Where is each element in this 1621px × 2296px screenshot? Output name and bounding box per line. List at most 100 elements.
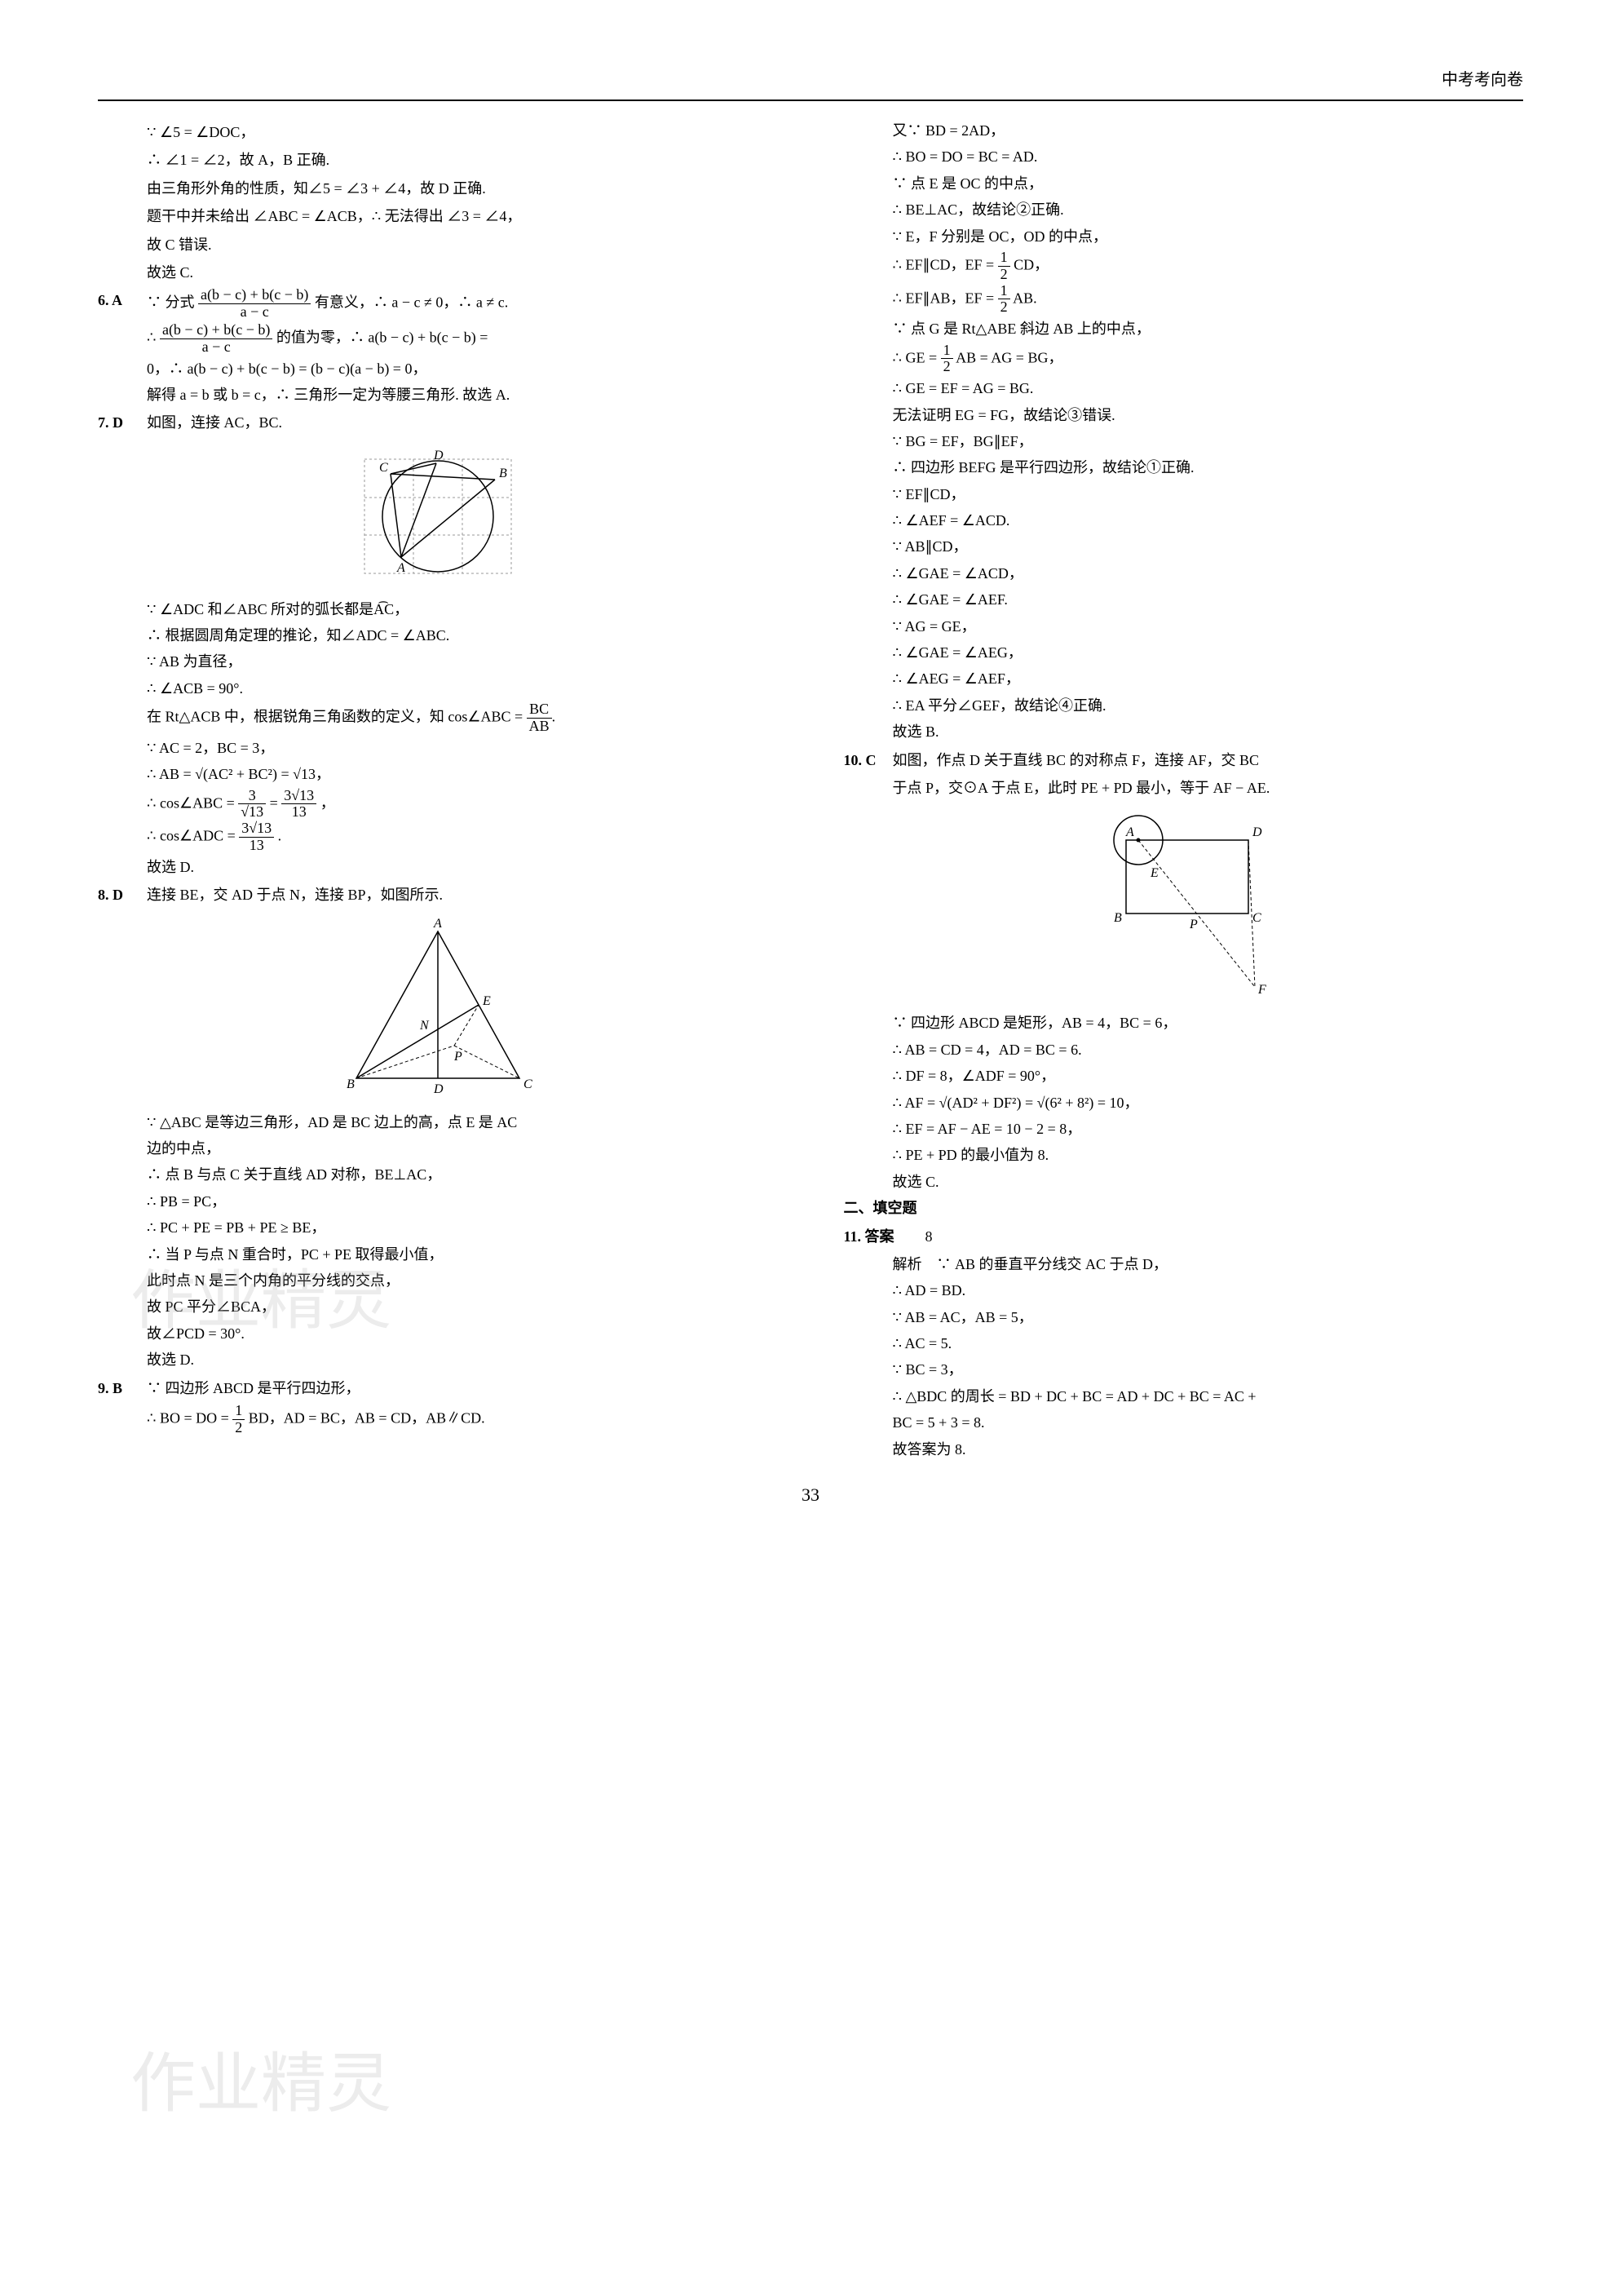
text: 在 Rt△ACB 中，根据锐角三角函数的定义，知 cos∠ABC = xyxy=(147,709,523,725)
text-line: ∴ EA 平分∠GEF，故结论④正确. xyxy=(893,692,1524,719)
text-line: 故选 D. xyxy=(147,1347,778,1373)
section-2-title: 二、填空题 xyxy=(844,1195,1524,1221)
text-line: ∴ BE⊥AC，故结论②正确. xyxy=(893,197,1524,223)
svg-text:A: A xyxy=(396,561,405,575)
text-line: ∴ 点 B 与点 C 关于直线 AD 对称，BE⊥AC， xyxy=(147,1161,778,1188)
text-line: 故选 D. xyxy=(147,854,778,880)
frac-num: 3√13 xyxy=(239,821,274,838)
text-line: ∴ AD = BD. xyxy=(893,1277,1524,1303)
page-header: 中考考向卷 xyxy=(98,65,1523,101)
text-line: 边的中点， xyxy=(147,1135,778,1161)
watermark: 作业精灵 xyxy=(130,2026,391,2143)
q9-number: 9. B xyxy=(98,1375,147,1401)
q7-number: 7. D xyxy=(98,409,147,436)
svg-text:N: N xyxy=(419,1019,430,1033)
text-line: ∴ AB = √(AC² + BC²) = √13， xyxy=(147,761,778,787)
text: ∴ cos∠ADC = xyxy=(147,828,236,844)
text-line: ∵ AB 为直径， xyxy=(147,648,778,675)
text-line: 又∵ BD = 2AD， xyxy=(893,117,1524,144)
text: CD， xyxy=(1014,256,1049,272)
text-line: 解析 ∵ AB 的垂直平分线交 AC 于点 D， xyxy=(893,1251,1524,1277)
text-line: ∴ EF∥AB，EF = 12 AB. xyxy=(893,283,1524,316)
q8: 8. D 连接 BE，交 AD 于点 N，连接 BP，如图所示. xyxy=(98,882,778,908)
text-line: 于点 P，交⊙A 于点 E，此时 PE + PD 最小，等于 AF − AE. xyxy=(893,775,1524,801)
text-line: 0，∴ a(b − c) + b(c − b) = (b − c)(a − b)… xyxy=(147,356,778,382)
text-line: ∴ ∠GAE = ∠AEG， xyxy=(893,639,1524,666)
frac-den: 2 xyxy=(998,267,1010,283)
q10-number: 10. C xyxy=(844,747,893,773)
text-line: ∵ ∠5 = ∠DOC， xyxy=(147,119,778,145)
svg-text:E: E xyxy=(482,994,491,1008)
left-column: 作业精灵 作业精灵 ∵ ∠5 = ∠DOC， ∴ ∠1 = ∠2，故 A，B 正… xyxy=(98,117,778,1462)
q8-figure: A B C D E N P xyxy=(324,915,552,1103)
text-line: 故选 C. xyxy=(893,1169,1524,1195)
text: ∴ EF∥CD，EF = xyxy=(893,256,995,272)
frac-num: 1 xyxy=(998,283,1010,300)
right-column: 又∵ BD = 2AD， ∴ BO = DO = BC = AD. ∵ 点 E … xyxy=(844,117,1524,1462)
text-line: ∵ 四边形 ABCD 是矩形，AB = 4，BC = 6， xyxy=(893,1010,1524,1036)
frac-den: 2 xyxy=(941,359,953,375)
svg-text:A: A xyxy=(1125,825,1134,839)
text-line: ∴ ∠1 = ∠2，故 A，B 正确. xyxy=(147,147,778,173)
q10-text: 如图，作点 D 关于直线 BC 的对称点 F，连接 AF，交 BC xyxy=(893,747,1260,773)
svg-text:F: F xyxy=(1257,983,1266,997)
text: AB. xyxy=(1013,290,1037,306)
text-line: ∴ AB = CD = 4，AD = BC = 6. xyxy=(893,1037,1524,1063)
q11-number: 11. 答案 xyxy=(844,1223,925,1250)
svg-text:A: A xyxy=(433,917,442,931)
text-line: ∴ GE = 12 AB = AG = BG， xyxy=(893,343,1524,376)
text-line: ∴ PE + PD 的最小值为 8. xyxy=(893,1142,1524,1168)
frac-den: √13 xyxy=(238,804,266,821)
q8-text: 连接 BE，交 AD 于点 N，连接 BP，如图所示. xyxy=(147,882,443,908)
text-line: ∵ 点 G 是 Rt△ABE 斜边 AB 上的中点， xyxy=(893,316,1524,342)
text-line: ∵ △ABC 是等边三角形，AD 是 BC 边上的高，点 E 是 AC xyxy=(147,1109,778,1135)
text-line: ∴ ∠AEG = ∠AEF， xyxy=(893,666,1524,692)
text-line: ∴ EF∥CD，EF = 12 CD， xyxy=(893,250,1524,283)
svg-text:C: C xyxy=(379,461,388,475)
text-line: ∴ AC = 5. xyxy=(893,1330,1524,1356)
q7-text: 如图，连接 AC，BC. xyxy=(147,409,282,436)
q11-answer: 8 xyxy=(925,1223,933,1250)
svg-text:B: B xyxy=(1114,911,1122,925)
text: ∴ EF∥AB，EF = xyxy=(893,290,995,306)
text-line: 故 C 错误. xyxy=(147,232,778,258)
text-line: 故选 C. xyxy=(147,259,778,285)
frac-num: 1 xyxy=(998,250,1010,267)
q9-text: ∵ 四边形 ABCD 是平行四边形， xyxy=(147,1375,360,1401)
frac-den: AB xyxy=(527,719,552,735)
q8-number: 8. D xyxy=(98,882,147,908)
text-line: ∵ AB∥CD， xyxy=(893,533,1524,560)
svg-text:D: D xyxy=(1252,825,1262,839)
svg-text:B: B xyxy=(499,467,507,480)
text: ， xyxy=(320,794,335,811)
text-line: ∴ EF = AF − AE = 10 − 2 = 8， xyxy=(893,1116,1524,1142)
q6: 6. A ∵ 分式 a(b − c) + b(c − b)a − c 有意义，∴… xyxy=(98,287,778,321)
text: ∴ cos∠ABC = xyxy=(147,794,235,811)
text-line: ∵ BC = 3， xyxy=(893,1356,1524,1382)
frac-num: 1 xyxy=(232,1403,245,1420)
text-line: ∴ AF = √(AD² + DF²) = √(6² + 8²) = 10， xyxy=(893,1090,1524,1116)
text: ∴ BO = DO = xyxy=(147,1409,229,1426)
svg-text:E: E xyxy=(1150,866,1159,880)
q10: 10. C 如图，作点 D 关于直线 BC 的对称点 F，连接 AF，交 BC xyxy=(844,747,1524,773)
frac-num: 3√13 xyxy=(281,788,316,805)
text: ∴ xyxy=(147,329,156,345)
svg-text:D: D xyxy=(433,1082,444,1096)
text-line: 故选 B. xyxy=(893,719,1524,745)
svg-text:B: B xyxy=(347,1077,355,1091)
svg-text:P: P xyxy=(453,1050,462,1064)
q10-figure: A D B C E P F xyxy=(1077,807,1289,1003)
frac-den: 2 xyxy=(998,299,1010,316)
text: ∵ 分式 xyxy=(147,294,195,311)
text: 的值为零，∴ a(b − c) + b(c − b) = xyxy=(276,329,488,345)
svg-text:D: D xyxy=(433,449,444,462)
frac-den: a − c xyxy=(160,339,272,356)
frac-den: 13 xyxy=(239,838,274,854)
q6-number: 6. A xyxy=(98,287,147,321)
text: ∴ GE = xyxy=(893,349,938,365)
text-line: ∴ PC + PE = PB + PE ≥ BE， xyxy=(147,1214,778,1241)
text-line: ∴ BO = DO = BC = AD. xyxy=(893,144,1524,170)
text-line: 题干中并未给出 ∠ABC = ∠ACB，∴ 无法得出 ∠3 = ∠4， xyxy=(147,203,778,229)
q11: 11. 答案 8 xyxy=(844,1223,1524,1250)
frac-den: 2 xyxy=(232,1420,245,1436)
